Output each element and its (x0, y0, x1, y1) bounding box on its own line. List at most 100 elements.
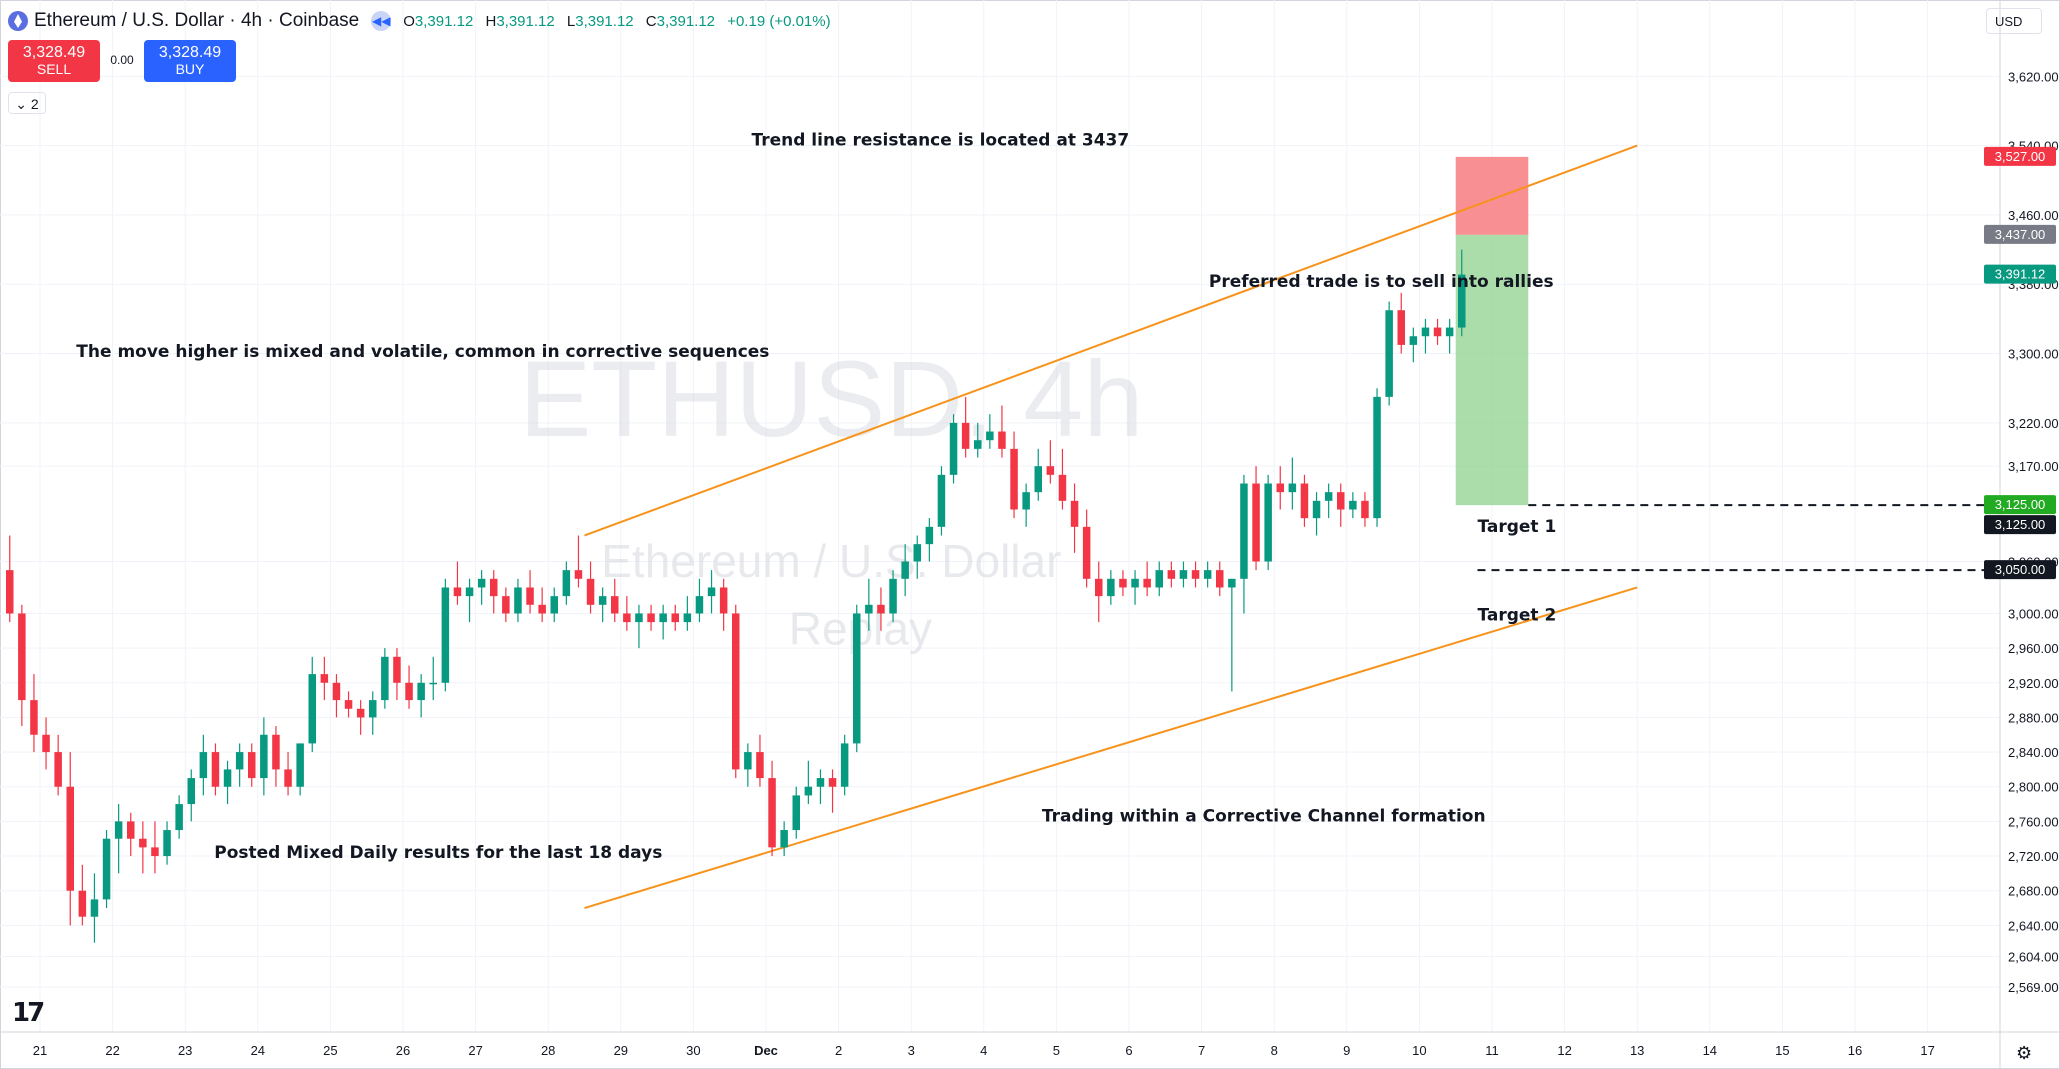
x-tick-label: 8 (1271, 1043, 1278, 1058)
x-tick-label: 4 (980, 1043, 987, 1058)
close-key: C (645, 12, 657, 30)
candle-body (659, 613, 667, 623)
candle-body (1107, 578, 1115, 597)
candle-body (441, 587, 450, 683)
tradingview-logo[interactable]: 17 (12, 998, 45, 1028)
candle-body (1119, 578, 1127, 588)
price-axis-label: 3,527.00 (1995, 149, 2046, 164)
x-tick-label: 28 (541, 1043, 555, 1058)
candle-body (1300, 483, 1309, 519)
candle-body (284, 769, 292, 787)
price-axis-label-bg (1984, 224, 2056, 244)
candle-body (804, 786, 813, 796)
x-tick-label: 10 (1412, 1043, 1426, 1058)
candle-body (465, 587, 474, 597)
price-axis-label-bg (1984, 146, 2056, 166)
sell-label: SELL (36, 61, 72, 77)
symbol-title[interactable]: Ethereum / U.S. Dollar · 4h · Coinbase (34, 10, 360, 31)
gear-icon[interactable]: ⚙ (2016, 1043, 2033, 1063)
chart-annotation: Posted Mixed Daily results for the last … (214, 843, 662, 863)
candle-body (1312, 500, 1321, 519)
candle-body (296, 743, 304, 787)
buy-label: BUY (175, 61, 205, 77)
x-tick-label: 30 (686, 1043, 700, 1058)
x-tick-label: 3 (908, 1043, 915, 1058)
candle-body (417, 682, 425, 701)
candle-body (731, 613, 740, 770)
y-tick-label: 2,680.00 (2008, 884, 2059, 899)
candle-body (1167, 570, 1176, 579)
candle-body (913, 544, 922, 562)
candle-body (961, 422, 970, 449)
y-tick-label: 2,880.00 (2008, 710, 2059, 725)
candle-body (1336, 492, 1345, 510)
candle-body (1094, 578, 1103, 597)
low-key: L (566, 12, 576, 30)
candle-body (78, 890, 87, 917)
chart-annotation: The move higher is mixed and volatile, c… (76, 342, 769, 362)
candle-body (187, 778, 196, 805)
candle-body (477, 578, 486, 588)
candle-body (1046, 466, 1055, 475)
x-tick-label: 26 (396, 1043, 410, 1058)
candle-body (1070, 500, 1079, 527)
open-value: 3,391.12 (414, 12, 474, 30)
candle-body (199, 752, 208, 779)
chart-annotation: Preferred trade is to sell into rallies (1209, 272, 1554, 292)
candle-body (1288, 483, 1297, 493)
x-tick-label: Dec (754, 1043, 778, 1058)
y-tick-label: 3,220.00 (2008, 416, 2059, 431)
candle-body (42, 734, 50, 753)
candle-body (1203, 570, 1212, 579)
y-tick-label: 3,170.00 (2008, 459, 2059, 474)
candle-body (175, 804, 183, 831)
x-tick-label: 24 (251, 1043, 265, 1058)
candle-body (1361, 500, 1369, 519)
candle-body (102, 838, 111, 900)
candle-body (1397, 310, 1406, 345)
candle-body (538, 604, 546, 614)
spread-value: 0.00 (110, 53, 134, 67)
collapse-indicators-button[interactable]: ⌄ 2 (8, 92, 46, 114)
chart-annotation: Target 1 (1477, 517, 1556, 537)
candle-body (235, 752, 244, 770)
candle-body (381, 656, 389, 701)
x-tick-label: 2 (835, 1043, 842, 1058)
ethereum-icon (8, 11, 28, 31)
change-value: +0.19 (+0.01%) (727, 12, 831, 30)
buy-button[interactable]: 3,328.49 BUY (144, 40, 236, 82)
candle-body (1457, 274, 1466, 328)
candle-body (623, 613, 631, 623)
candle-body (719, 587, 728, 614)
candle-body (1264, 483, 1272, 562)
sell-button[interactable]: 3,328.49 SELL (8, 40, 100, 82)
candle-body (1409, 336, 1418, 345)
candle-body (1215, 570, 1224, 588)
y-tick-label: 2,569.00 (2008, 980, 2059, 995)
candle-body (828, 778, 837, 787)
candle-body (308, 674, 317, 744)
candle-body (1228, 578, 1236, 588)
candle-body (1373, 396, 1381, 519)
x-tick-label: 9 (1343, 1043, 1350, 1058)
candle-body (54, 752, 62, 787)
candle-body (320, 674, 329, 683)
candle-body (223, 769, 232, 787)
candle-body (986, 431, 994, 441)
candle-body (574, 570, 583, 579)
high-key: H (485, 12, 497, 30)
currency-select[interactable]: USD (1986, 8, 2042, 34)
candle-body (151, 847, 159, 857)
channel-upper-line (584, 144, 1638, 537)
y-tick-label: 3,460.00 (2008, 208, 2059, 223)
candle-body (1191, 570, 1200, 579)
y-tick-label: 2,960.00 (2008, 641, 2059, 656)
channel-lower-line (584, 586, 1638, 909)
candle-body (90, 899, 99, 917)
replay-icon[interactable]: ◀◀ (371, 11, 392, 31)
x-tick-label: 21 (33, 1043, 47, 1058)
price-axis-label: 3,050.00 (1995, 562, 2046, 577)
candle-body (792, 795, 801, 831)
open-key: O (403, 12, 415, 30)
